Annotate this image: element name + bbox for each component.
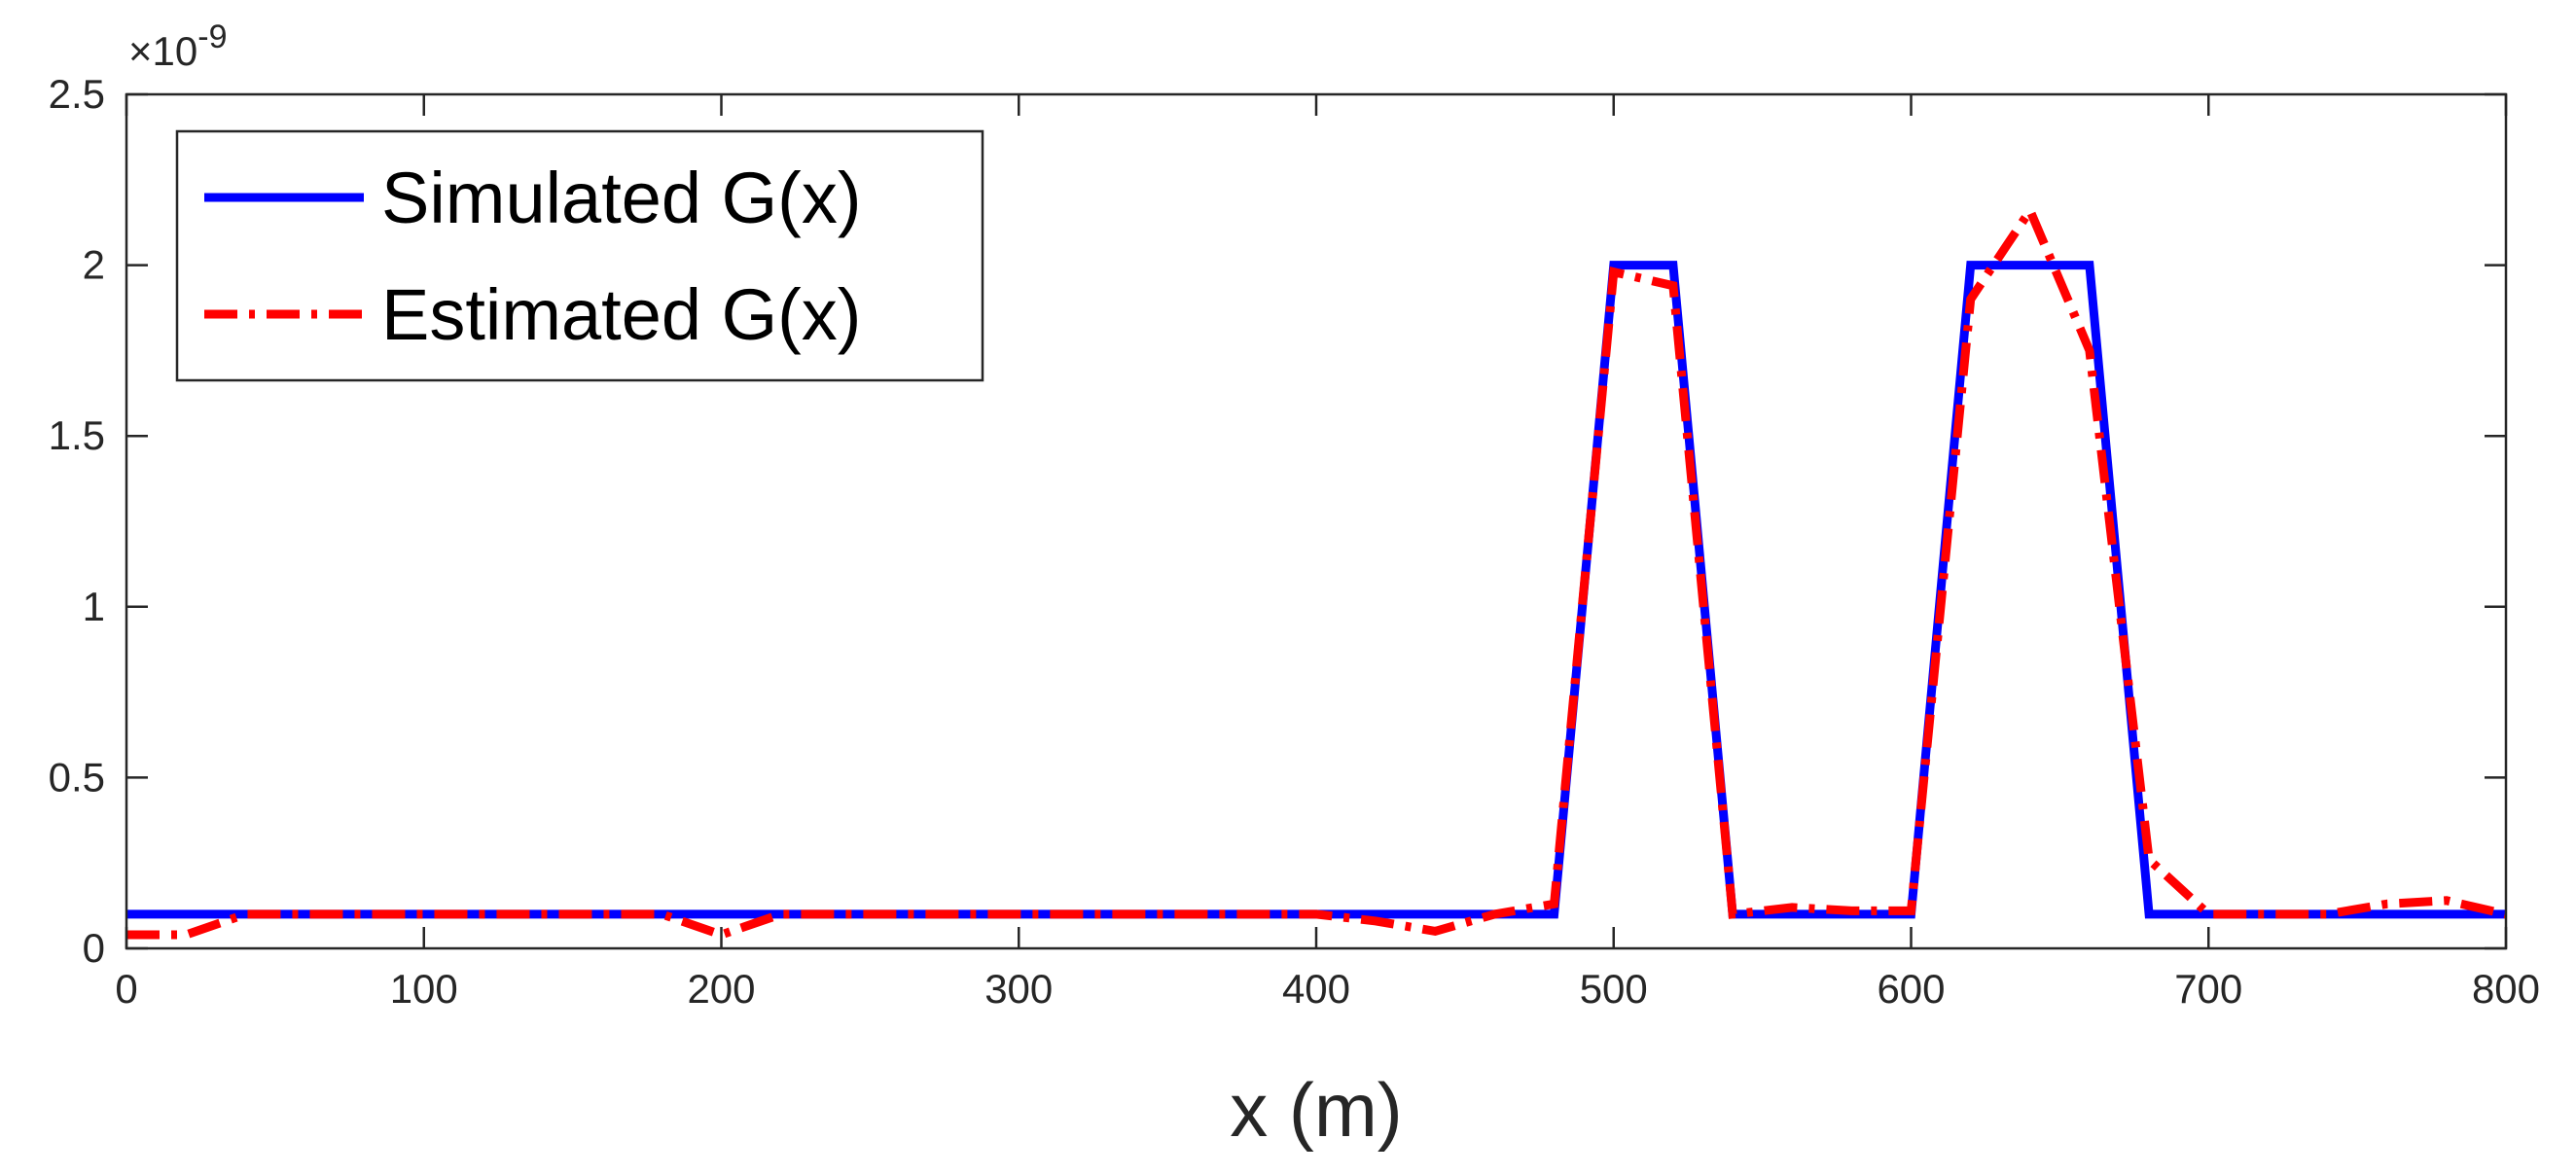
x-tick-label: 0 xyxy=(115,966,137,1012)
x-tick-label: 400 xyxy=(1282,966,1350,1012)
y-tick-label: 0.5 xyxy=(49,754,105,800)
y-tick-label: 2.5 xyxy=(49,71,105,117)
x-tick-label: 600 xyxy=(1877,966,1945,1012)
x-tick-labels: 0 100 200 300 400 500 600 700 800 xyxy=(115,966,2540,1012)
y-multiplier-exponent: -9 xyxy=(197,18,227,55)
x-tick-label: 300 xyxy=(984,966,1053,1012)
legend: Simulated G(x) Estimated G(x) xyxy=(175,129,984,382)
x-tick-label: 200 xyxy=(687,966,755,1012)
legend-label: Simulated G(x) xyxy=(381,158,861,238)
y-tick-label: 0 xyxy=(83,925,105,971)
legend-box xyxy=(175,129,984,382)
series-line-estimated xyxy=(126,200,2508,940)
y-tick-labels: 0 0.5 1 1.5 2 2.5 xyxy=(49,71,105,971)
legend-label: Estimated G(x) xyxy=(381,274,861,355)
y-tick-label: 1 xyxy=(83,584,105,629)
y-multiplier-label: ×10-9 xyxy=(128,18,227,74)
x-tick-label: 500 xyxy=(1580,966,1648,1012)
y-tick-label: 2 xyxy=(83,242,105,288)
x-tick-label: 700 xyxy=(2174,966,2242,1012)
plot-frame xyxy=(125,92,2508,950)
x-tick-label: 800 xyxy=(2472,966,2540,1012)
series-layer xyxy=(126,200,2508,940)
y-multiplier-base: ×10 xyxy=(128,28,197,74)
y-tick-label: 1.5 xyxy=(49,412,105,458)
x-axis-title: x (m) xyxy=(1230,1067,1403,1153)
x-tick-label: 100 xyxy=(390,966,458,1012)
